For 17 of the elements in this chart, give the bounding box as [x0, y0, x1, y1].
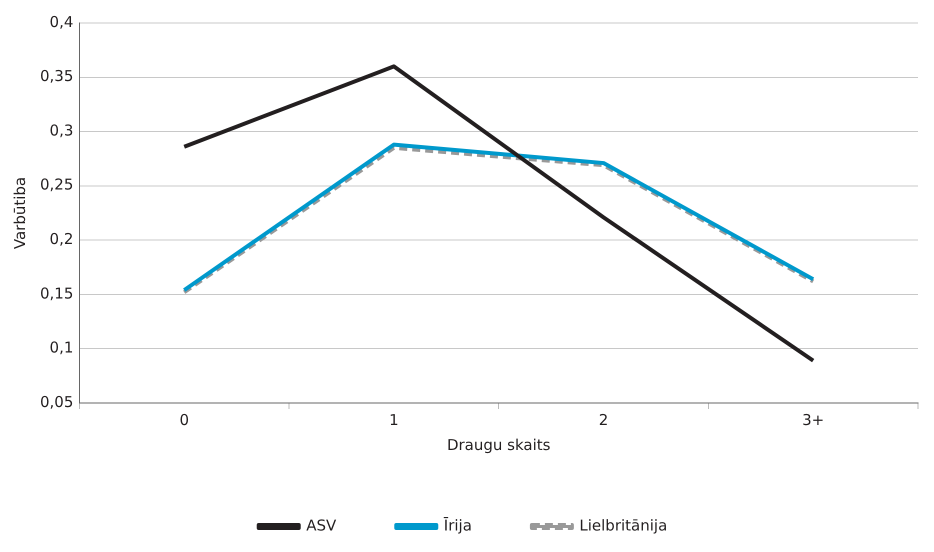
- y-tick-label: 0,35: [40, 67, 74, 86]
- x-axis-title: Draugu skaits: [446, 436, 551, 454]
- y-tick-label: 0,15: [40, 284, 74, 302]
- y-tick-label: 0,05: [40, 392, 74, 411]
- legend-label: ASV: [306, 516, 338, 534]
- y-tick-label: 0,4: [50, 12, 74, 31]
- legend-label: Lielbritānija: [579, 516, 668, 534]
- y-tick-label: 0,2: [50, 230, 74, 248]
- y-axis-title: Varbūtiba: [10, 176, 29, 250]
- y-tick-label: 0,3: [50, 121, 74, 140]
- y-tick-label: 0,1: [50, 338, 74, 357]
- x-tick-label: 3+: [802, 410, 824, 429]
- y-tick-label: 0,25: [40, 176, 74, 194]
- x-tick-label: 2: [598, 410, 608, 429]
- x-tick-label: 0: [179, 410, 189, 429]
- x-tick-label: 1: [389, 410, 399, 429]
- legend-label: Īrija: [444, 516, 472, 534]
